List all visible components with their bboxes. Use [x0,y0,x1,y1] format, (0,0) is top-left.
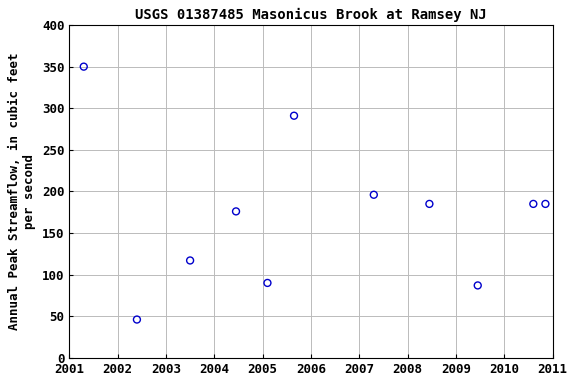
Point [232,208,241,214]
Point [529,201,538,207]
Point [369,192,378,198]
Point [263,280,272,286]
Point [185,257,195,263]
Point [541,201,550,207]
Y-axis label: Annual Peak Streamflow, in cubic feet
per second: Annual Peak Streamflow, in cubic feet pe… [8,53,36,330]
Point [79,64,88,70]
Point [473,282,482,288]
Title: USGS 01387485 Masonicus Brook at Ramsey NJ: USGS 01387485 Masonicus Brook at Ramsey … [135,8,487,23]
Point [132,316,142,323]
Point [289,113,298,119]
Point [425,201,434,207]
